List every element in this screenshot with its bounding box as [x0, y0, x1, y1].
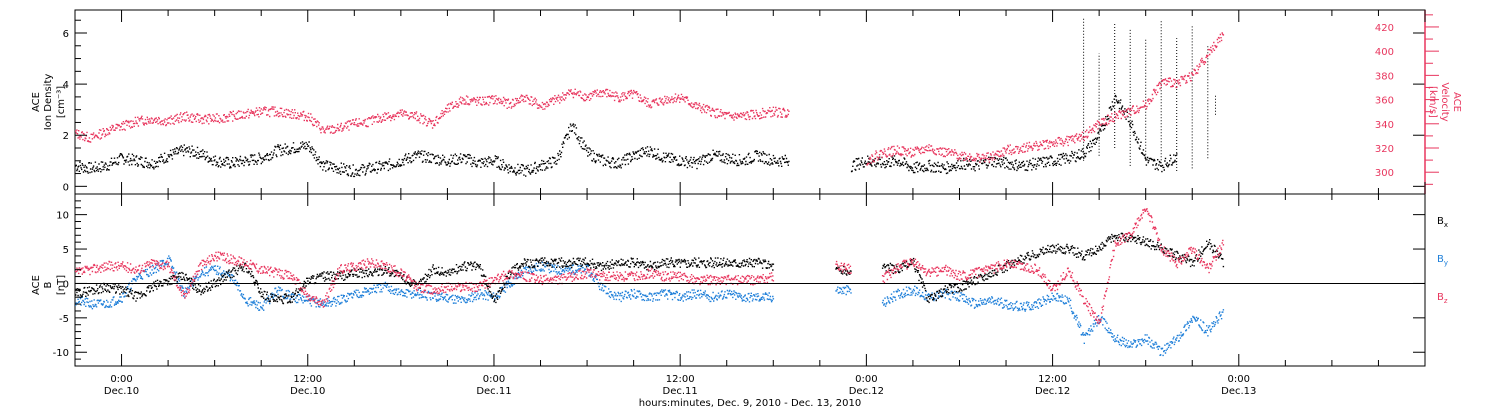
density-tick-label: 2 — [63, 131, 69, 142]
velocity-ylabel-line2: Velocity — [1439, 82, 1450, 121]
velocity-tick-label: 380 — [1375, 71, 1394, 82]
x-tick-time: 12:00 — [1038, 374, 1067, 385]
x-tick-time: 12:00 — [293, 374, 322, 385]
plasma-ylabel-line2: Ion Density — [43, 74, 54, 131]
velocity-tick-label: 300 — [1375, 168, 1394, 179]
field-tick-label: 10 — [56, 211, 69, 222]
ion-density-points — [75, 94, 1178, 178]
velocity-ylabel-line1: ACE — [1451, 92, 1462, 112]
legend-bz-sub: z — [1444, 297, 1448, 305]
field-tick-label: 0 — [63, 279, 69, 290]
x-tick-time: 0:00 — [483, 374, 505, 385]
x-tick-date: Dec.12 — [849, 386, 884, 397]
velocity-tick-label: 320 — [1375, 144, 1394, 155]
density-tick-label: 4 — [63, 80, 69, 91]
x-tick-time: 12:00 — [666, 374, 695, 385]
velocity-tick-label: 400 — [1375, 47, 1394, 58]
legend-by: By — [1437, 254, 1448, 267]
x-tick-time: 0:00 — [110, 374, 132, 385]
field-panel-frame — [74, 193, 1426, 367]
field-tick-label: -10 — [53, 348, 69, 359]
x-tick-date: Dec.10 — [104, 386, 139, 397]
velocity-tick-label: 360 — [1375, 96, 1394, 107]
velocity-ylabel-line3: [km/s] — [1427, 86, 1438, 118]
field-tick-label: -5 — [59, 314, 69, 325]
x-tick-date: Dec.11 — [476, 386, 511, 397]
density-tick-label: 0 — [63, 182, 69, 193]
x-tick-date: Dec.10 — [290, 386, 325, 397]
field-ylabel-line2: B — [43, 281, 54, 288]
svg-text:By: By — [1437, 254, 1448, 267]
plasma-panel-frame — [74, 9, 1426, 195]
by-points — [75, 255, 1225, 357]
legend-bz: Bz — [1437, 292, 1448, 305]
bz-points — [75, 208, 1225, 325]
plasma-ylabel-line1: ACE — [31, 92, 42, 112]
time-axis: 0:00Dec.1012:00Dec.100:00Dec.1112:00Dec.… — [74, 10, 1426, 397]
ion-density-spikes — [1083, 17, 1216, 171]
svg-text:Bx: Bx — [1437, 216, 1448, 229]
field-ylabel-line3: [nT] — [56, 275, 67, 295]
x-tick-time: 0:00 — [1228, 374, 1250, 385]
plasma-axes: 0 2 4 6 300 320 340 360 380 400 420 — [63, 10, 1439, 194]
velocity-points — [75, 32, 1225, 166]
velocity-tick-label: 420 — [1375, 23, 1394, 34]
legend-by-label: B — [1437, 254, 1444, 265]
x-tick-date: Dec.13 — [1221, 386, 1256, 397]
bx-points — [75, 232, 1225, 305]
x-axis-title: hours:minutes, Dec. 9, 2010 - Dec. 13, 2… — [639, 398, 861, 409]
svg-text:Bz: Bz — [1437, 292, 1448, 305]
density-tick-label: 6 — [63, 29, 69, 40]
field-marks — [75, 208, 1425, 357]
x-tick-date: Dec.11 — [663, 386, 698, 397]
legend-by-sub: y — [1444, 259, 1448, 267]
x-tick-date: Dec.12 — [1035, 386, 1070, 397]
legend-bx: Bx — [1437, 216, 1448, 229]
field-axes: -10 -5 0 5 10 — [53, 200, 1425, 360]
plasma-marks — [75, 17, 1225, 178]
velocity-tick-label: 340 — [1375, 120, 1394, 131]
x-tick-time: 0:00 — [855, 374, 877, 385]
legend-bz-label: B — [1437, 292, 1444, 303]
field-tick-label: 5 — [63, 245, 69, 256]
legend-bx-sub: x — [1444, 221, 1448, 229]
legend-bx-label: B — [1437, 216, 1444, 227]
plasma-ylabel-line3: [cm⁻³] — [56, 86, 67, 118]
field-ylabel-line1: ACE — [31, 275, 42, 295]
